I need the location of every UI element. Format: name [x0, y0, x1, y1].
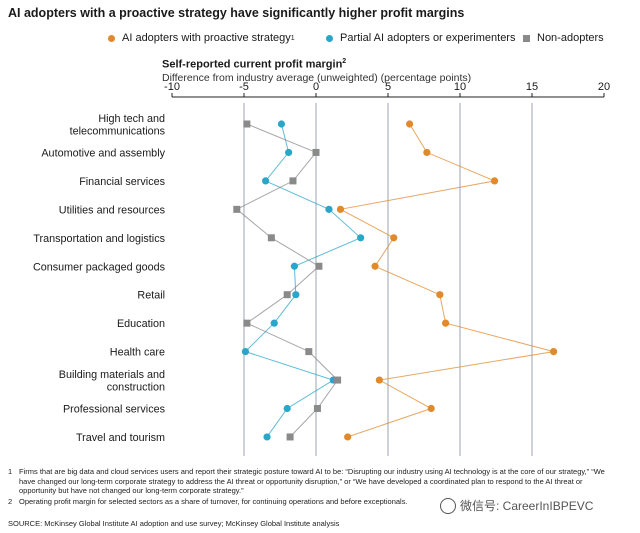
legend-marker-non [523, 34, 530, 42]
category-label: Utilities and resources [59, 204, 166, 216]
data-point-proactive [390, 234, 398, 242]
data-point-partial [285, 148, 293, 157]
data-point-proactive [423, 148, 431, 157]
x-tick-label: 15 [526, 81, 538, 93]
data-point-proactive [442, 319, 450, 327]
category-label: Health care [110, 347, 165, 359]
data-point-non [289, 177, 297, 185]
data-point-partial [262, 177, 270, 185]
legend-label-non: Non-adopters [537, 32, 604, 44]
x-tick-label: 5 [385, 81, 391, 93]
chart-title-text: Self-reported current profit margin [162, 58, 343, 71]
data-point-partial [325, 205, 333, 213]
series-line-proactive [339, 123, 554, 438]
data-point-non [315, 262, 323, 270]
data-point-non [313, 405, 321, 412]
data-point-non [283, 291, 291, 299]
footnote-1: 1 Firms that are big data and cloud serv… [8, 467, 608, 496]
category-label: Consumer packaged goods [33, 261, 166, 273]
footnote-2: 2 Operating profit margin for selected s… [8, 497, 608, 507]
data-point-non [267, 234, 275, 242]
category-label: Building materials and construction [59, 369, 165, 394]
legend-item-non: Non-adopters [523, 32, 604, 44]
category-label: Education [117, 318, 165, 330]
series-line-non [235, 123, 339, 438]
data-point-proactive [406, 120, 414, 128]
category-label: Retail [137, 290, 165, 302]
x-tick-label: 0 [313, 81, 319, 93]
legend-item-partial: Partial AI adopters or experimenters [326, 32, 515, 44]
legend-item-proactive: AI adopters with proactive strategy 1 [108, 32, 295, 44]
data-point-proactive [550, 348, 558, 356]
x-tick-label: 20 [598, 81, 610, 93]
data-point-non [305, 348, 313, 356]
wechat-icon [440, 497, 456, 514]
data-point-proactive [427, 404, 435, 413]
data-point-proactive [371, 262, 379, 270]
chart-title: Self-reported current profit margin2 [162, 58, 346, 71]
footnote-number: 1 [8, 467, 13, 476]
footnote-text: Operating profit margin for selected sec… [19, 496, 408, 506]
data-point-partial [357, 234, 365, 242]
category-label: Automotive and assembly [41, 147, 165, 159]
data-point-non [243, 319, 251, 327]
legend-label-proactive: AI adopters with proactive strategy [122, 32, 291, 44]
data-point-non [243, 120, 251, 128]
data-point-non [312, 148, 320, 156]
data-point-partial [270, 319, 278, 327]
data-point-partial [277, 120, 286, 128]
legend-marker-partial [326, 34, 333, 42]
data-point-partial [292, 291, 300, 299]
data-point-non [286, 433, 294, 441]
data-point-partial [263, 433, 271, 441]
footnotes: 1 Firms that are big data and cloud serv… [8, 467, 608, 507]
category-label: Travel and tourism [76, 432, 165, 444]
chart-headline: AI adopters with a proactive strategy ha… [8, 6, 465, 20]
footnote-text: Firms that are big data and cloud servic… [19, 467, 605, 495]
category-label: Financial services [79, 176, 165, 188]
data-point-proactive [490, 177, 499, 185]
data-point-proactive [344, 433, 352, 441]
x-tick-label: -10 [164, 81, 180, 93]
watermark: 微信号: CareerInIBPEVC [440, 497, 593, 514]
watermark-text: 微信号: CareerInIBPEVC [460, 499, 594, 513]
data-point-proactive [336, 205, 345, 213]
category-label: Professional services [63, 404, 166, 416]
source-note: SOURCE: McKinsey Global Institute AI ado… [8, 519, 340, 528]
legend-marker-proactive [108, 34, 115, 42]
chart-subtitle: Difference from industry average (unweig… [162, 72, 472, 84]
category-label: High tech and telecommunications [70, 113, 166, 138]
data-point-partial [283, 404, 291, 413]
category-label: Transportation and logistics [33, 233, 165, 245]
x-tick-label: -5 [239, 81, 249, 93]
data-point-proactive [436, 291, 444, 299]
data-point-proactive [375, 376, 383, 384]
data-point-partial [241, 348, 250, 356]
series-line-partial [244, 123, 362, 438]
data-point-partial [290, 262, 298, 270]
chart-title-footnote-ref: 2 [342, 58, 347, 65]
legend-footnote-ref: 1 [290, 34, 295, 42]
x-tick-label: 10 [454, 81, 466, 93]
footnote-number: 2 [8, 496, 13, 506]
legend-label-partial: Partial AI adopters or experimenters [340, 32, 516, 44]
data-point-non [233, 205, 241, 213]
data-point-non [334, 376, 342, 384]
